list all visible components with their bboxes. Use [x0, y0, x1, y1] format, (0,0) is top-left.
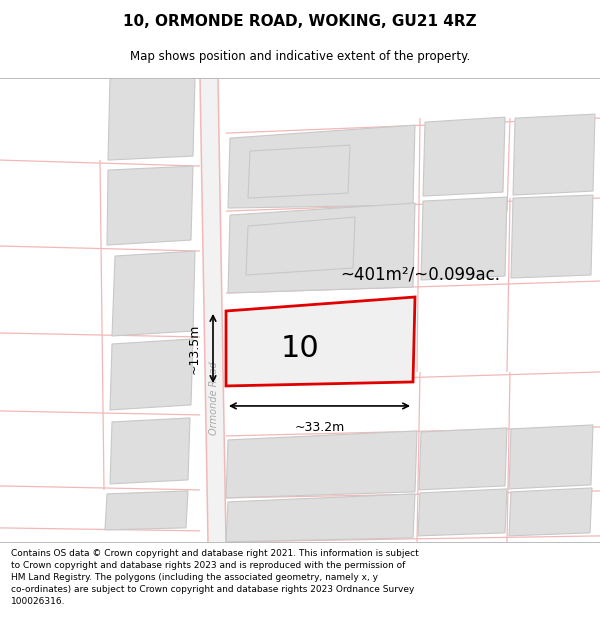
- Polygon shape: [511, 195, 593, 278]
- Polygon shape: [233, 306, 380, 376]
- Polygon shape: [110, 339, 193, 410]
- Polygon shape: [513, 114, 595, 195]
- Polygon shape: [228, 203, 415, 293]
- Polygon shape: [200, 78, 226, 542]
- Text: Contains OS data © Crown copyright and database right 2021. This information is : Contains OS data © Crown copyright and d…: [11, 549, 419, 606]
- Text: ~401m²/~0.099ac.: ~401m²/~0.099ac.: [340, 265, 500, 283]
- Polygon shape: [248, 145, 350, 198]
- Polygon shape: [226, 494, 415, 542]
- Polygon shape: [226, 297, 415, 386]
- Polygon shape: [108, 78, 195, 160]
- Polygon shape: [105, 491, 188, 530]
- Polygon shape: [423, 117, 505, 196]
- Polygon shape: [228, 125, 415, 208]
- Polygon shape: [418, 489, 507, 536]
- Polygon shape: [421, 197, 507, 280]
- Polygon shape: [110, 418, 190, 484]
- Text: ~33.2m: ~33.2m: [295, 421, 344, 434]
- Polygon shape: [419, 428, 507, 490]
- Polygon shape: [226, 431, 417, 498]
- Polygon shape: [246, 217, 355, 275]
- Text: ~13.5m: ~13.5m: [188, 323, 201, 374]
- Polygon shape: [107, 166, 193, 245]
- Text: Map shows position and indicative extent of the property.: Map shows position and indicative extent…: [130, 50, 470, 62]
- Text: 10, ORMONDE ROAD, WOKING, GU21 4RZ: 10, ORMONDE ROAD, WOKING, GU21 4RZ: [123, 14, 477, 29]
- Polygon shape: [112, 251, 195, 336]
- Polygon shape: [509, 488, 592, 536]
- Text: 10: 10: [281, 334, 319, 364]
- Polygon shape: [509, 425, 593, 489]
- Text: Ormonde Road: Ormonde Road: [209, 361, 219, 435]
